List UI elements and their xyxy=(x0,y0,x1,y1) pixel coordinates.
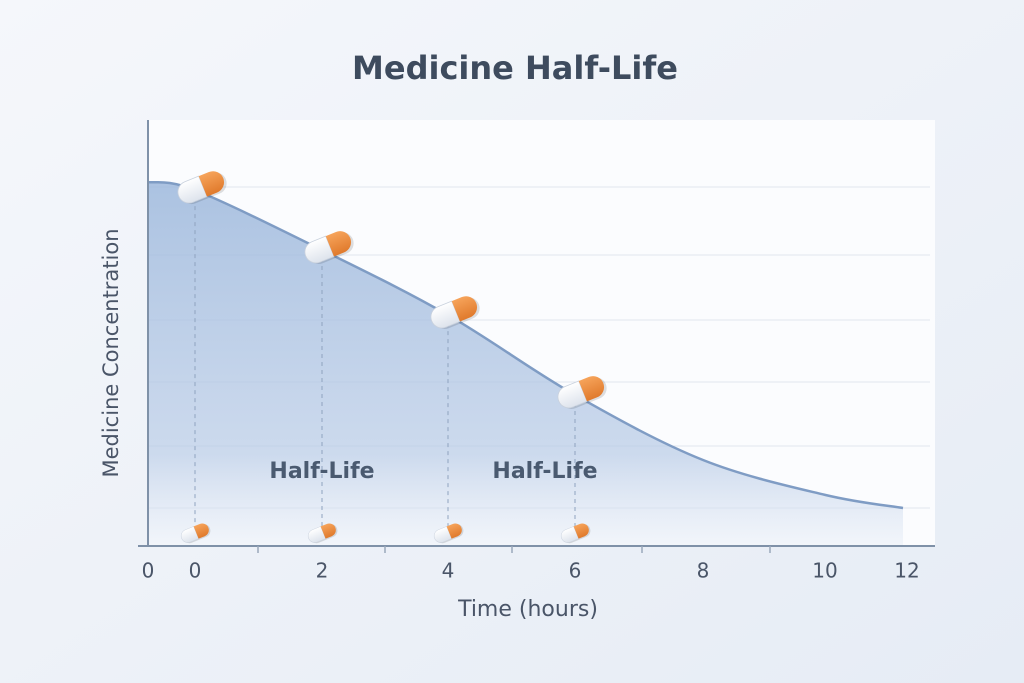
x-tick-label: 12 xyxy=(894,559,919,583)
pill-marker xyxy=(177,171,227,205)
pill-marker xyxy=(307,523,338,544)
marks xyxy=(147,171,904,546)
x-tick-label: 4 xyxy=(442,559,455,583)
pill-white xyxy=(433,526,452,543)
pill-white xyxy=(307,526,326,543)
pill-marker xyxy=(560,523,591,544)
area xyxy=(148,182,903,546)
pill-orange xyxy=(578,376,605,402)
x-tick-label: 6 xyxy=(569,559,582,583)
pill-white xyxy=(177,175,208,204)
pill-marker xyxy=(180,523,211,544)
pill-marker xyxy=(430,296,480,330)
pill-marker xyxy=(433,523,464,544)
pill-orange xyxy=(451,296,478,322)
pill-white xyxy=(180,526,199,543)
pill-orange xyxy=(193,523,209,539)
line xyxy=(147,180,904,510)
minor-ticks xyxy=(257,546,771,553)
pill-marker xyxy=(304,231,354,265)
x-tick-label: 2 xyxy=(316,559,329,583)
pill-white xyxy=(560,526,579,543)
pill-orange xyxy=(320,523,336,539)
chart-title: Medicine Half-Life xyxy=(352,49,678,87)
pill-orange xyxy=(573,523,589,539)
x-tick-label: 0 xyxy=(189,559,202,583)
pill-white xyxy=(430,300,461,329)
x-tick-label: 10 xyxy=(812,559,837,583)
pill-orange xyxy=(325,231,352,257)
pill-white xyxy=(304,235,335,264)
pill-orange xyxy=(446,523,462,539)
pill-white xyxy=(557,380,588,409)
x-tick-label: 0 xyxy=(142,559,155,583)
pill-marker xyxy=(557,376,607,409)
x-tick-label: 8 xyxy=(697,559,710,583)
annotation: Half-Life xyxy=(269,459,374,484)
y-axis-label: Medicine Concentration xyxy=(99,228,123,477)
x-axis-label: Time (hours) xyxy=(457,597,598,622)
pill-orange xyxy=(198,171,225,197)
annotation: Half-Life xyxy=(492,459,597,484)
